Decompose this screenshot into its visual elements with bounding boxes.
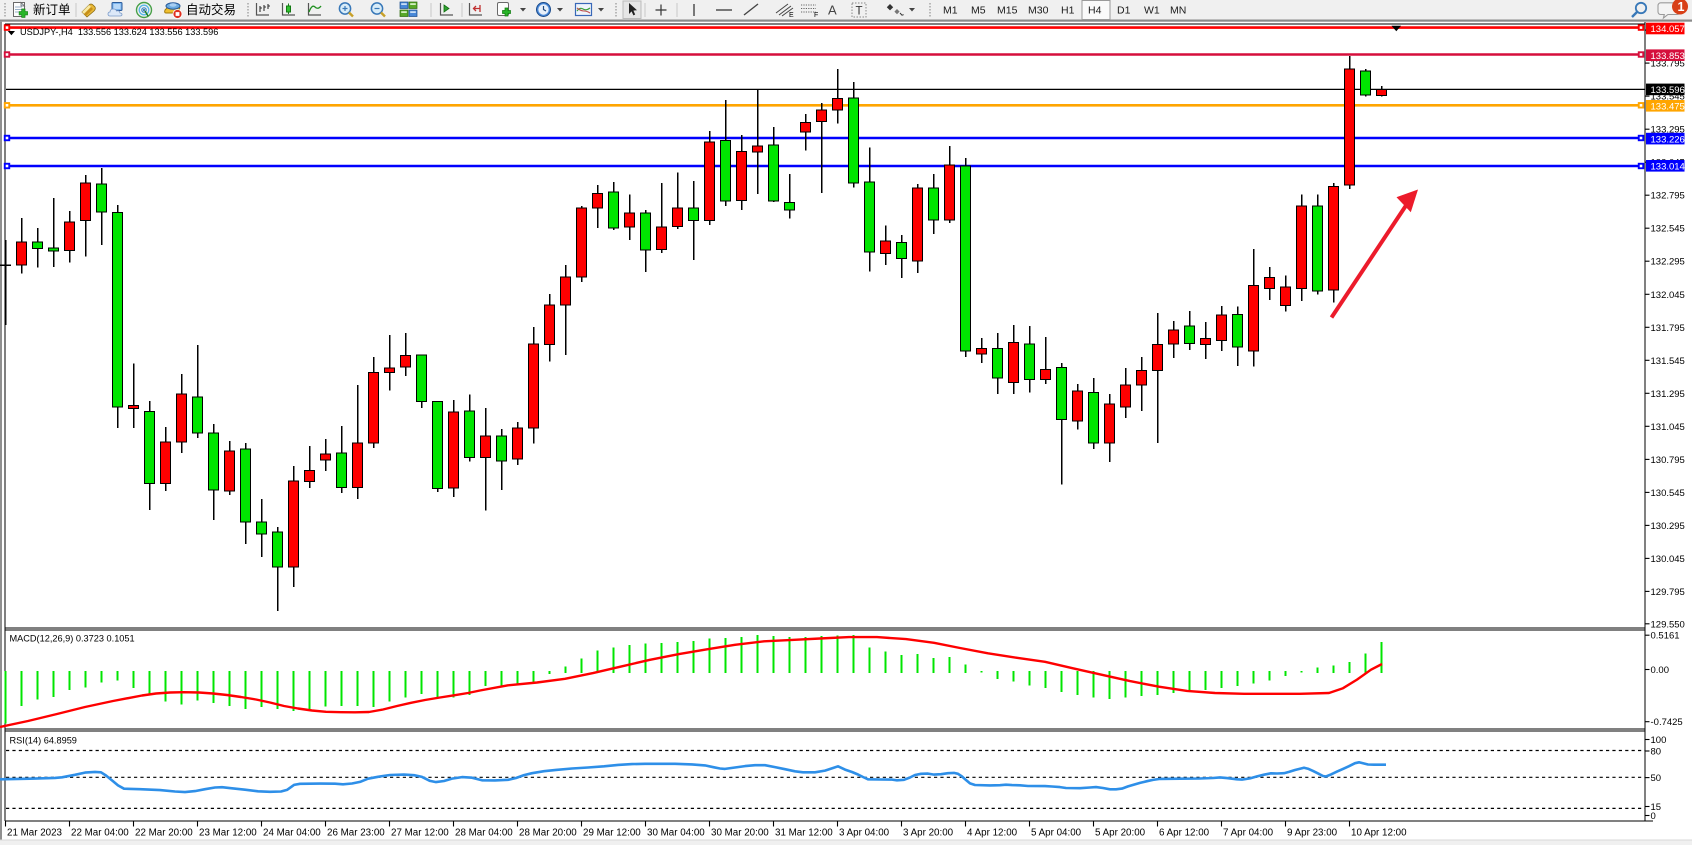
svg-text:132.545: 132.545 — [1651, 224, 1685, 235]
svg-text:9 Apr 23:00: 9 Apr 23:00 — [1287, 828, 1338, 839]
svg-text:0.5161: 0.5161 — [1651, 631, 1680, 642]
svg-text:130.795: 130.795 — [1651, 455, 1685, 466]
svg-text:28 Mar 04:00: 28 Mar 04:00 — [455, 828, 513, 839]
svg-text:T: T — [856, 6, 863, 18]
svg-text:131.545: 131.545 — [1651, 356, 1685, 367]
svg-text:27 Mar 12:00: 27 Mar 12:00 — [391, 828, 449, 839]
svg-text:30 Mar 20:00: 30 Mar 20:00 — [711, 828, 769, 839]
svg-text:7 Apr 04:00: 7 Apr 04:00 — [1223, 828, 1274, 839]
svg-text:129.550: 129.550 — [1651, 619, 1685, 630]
svg-text:29 Mar 12:00: 29 Mar 12:00 — [583, 828, 641, 839]
svg-text:5 Apr 04:00: 5 Apr 04:00 — [1031, 828, 1082, 839]
svg-text:MN: MN — [1170, 5, 1186, 17]
svg-text:0.00: 0.00 — [1651, 665, 1670, 676]
svg-text:D1: D1 — [1117, 5, 1131, 17]
svg-text:3 Apr 04:00: 3 Apr 04:00 — [839, 828, 890, 839]
svg-text:新订单: 新订单 — [33, 2, 71, 17]
svg-text:5 Apr 20:00: 5 Apr 20:00 — [1095, 828, 1146, 839]
svg-text:133.596: 133.596 — [1651, 85, 1685, 96]
svg-text:A: A — [828, 3, 837, 18]
svg-text:130.545: 130.545 — [1651, 488, 1685, 499]
svg-text:W1: W1 — [1144, 5, 1160, 17]
svg-text:133.853: 133.853 — [1651, 51, 1685, 62]
svg-text:21 Mar 2023: 21 Mar 2023 — [7, 828, 63, 839]
svg-text:MACD(12,26,9) 0.3723 0.1051: MACD(12,26,9) 0.3723 0.1051 — [10, 634, 135, 644]
svg-text:M1: M1 — [943, 5, 958, 17]
svg-text:26 Mar 23:00: 26 Mar 23:00 — [327, 828, 385, 839]
svg-text:RSI(14) 64.8959: RSI(14) 64.8959 — [10, 736, 77, 746]
svg-text:22 Mar 04:00: 22 Mar 04:00 — [71, 828, 129, 839]
svg-text:自动交易: 自动交易 — [186, 2, 236, 17]
svg-text:129.795: 129.795 — [1651, 587, 1685, 598]
svg-text:80: 80 — [1651, 747, 1662, 758]
svg-text:0: 0 — [1651, 811, 1656, 822]
svg-text:133.226: 133.226 — [1651, 134, 1685, 145]
svg-text:130.295: 130.295 — [1651, 521, 1685, 532]
svg-text:H4: H4 — [1088, 5, 1102, 17]
svg-text:6 Apr 12:00: 6 Apr 12:00 — [1159, 828, 1210, 839]
svg-text:133.475: 133.475 — [1651, 102, 1685, 113]
svg-text:131.795: 131.795 — [1651, 323, 1685, 334]
svg-text:24 Mar 04:00: 24 Mar 04:00 — [263, 828, 321, 839]
svg-text:134.057: 134.057 — [1651, 24, 1685, 35]
svg-text:F: F — [814, 12, 818, 19]
svg-text:30 Mar 04:00: 30 Mar 04:00 — [647, 828, 705, 839]
svg-text:31 Mar 12:00: 31 Mar 12:00 — [775, 828, 833, 839]
svg-text:M15: M15 — [997, 5, 1018, 17]
svg-text:USDJPY-,H4 133.556 133.624 13: USDJPY-,H4 133.556 133.624 133.556 133.5… — [20, 27, 218, 37]
svg-text:28 Mar 20:00: 28 Mar 20:00 — [519, 828, 577, 839]
svg-text:133.295: 133.295 — [1651, 125, 1685, 136]
svg-text:M30: M30 — [1028, 5, 1049, 17]
svg-text:131.295: 131.295 — [1651, 389, 1685, 400]
svg-text:133.795: 133.795 — [1651, 59, 1685, 70]
svg-text:M5: M5 — [971, 5, 986, 17]
svg-text:133.014: 133.014 — [1651, 162, 1685, 173]
svg-text:132.795: 132.795 — [1651, 191, 1685, 202]
svg-text:132.045: 132.045 — [1651, 290, 1685, 301]
svg-text:10 Apr 12:00: 10 Apr 12:00 — [1351, 828, 1407, 839]
svg-text:132.295: 132.295 — [1651, 257, 1685, 268]
svg-text:131.045: 131.045 — [1651, 422, 1685, 433]
svg-text:23 Mar 12:00: 23 Mar 12:00 — [199, 828, 257, 839]
svg-text:H1: H1 — [1061, 5, 1075, 17]
svg-text:15: 15 — [1651, 802, 1662, 813]
svg-text:50: 50 — [1651, 773, 1662, 784]
svg-text:100: 100 — [1651, 735, 1667, 746]
svg-text:-0.7425: -0.7425 — [1651, 717, 1683, 728]
svg-text:E: E — [789, 12, 794, 19]
svg-text:3 Apr 20:00: 3 Apr 20:00 — [903, 828, 954, 839]
svg-text:133.545: 133.545 — [1651, 92, 1685, 103]
svg-text:1: 1 — [1678, 0, 1685, 14]
svg-text:22 Mar 20:00: 22 Mar 20:00 — [135, 828, 193, 839]
svg-text:4 Apr 12:00: 4 Apr 12:00 — [967, 828, 1018, 839]
svg-text:130.045: 130.045 — [1651, 554, 1685, 565]
